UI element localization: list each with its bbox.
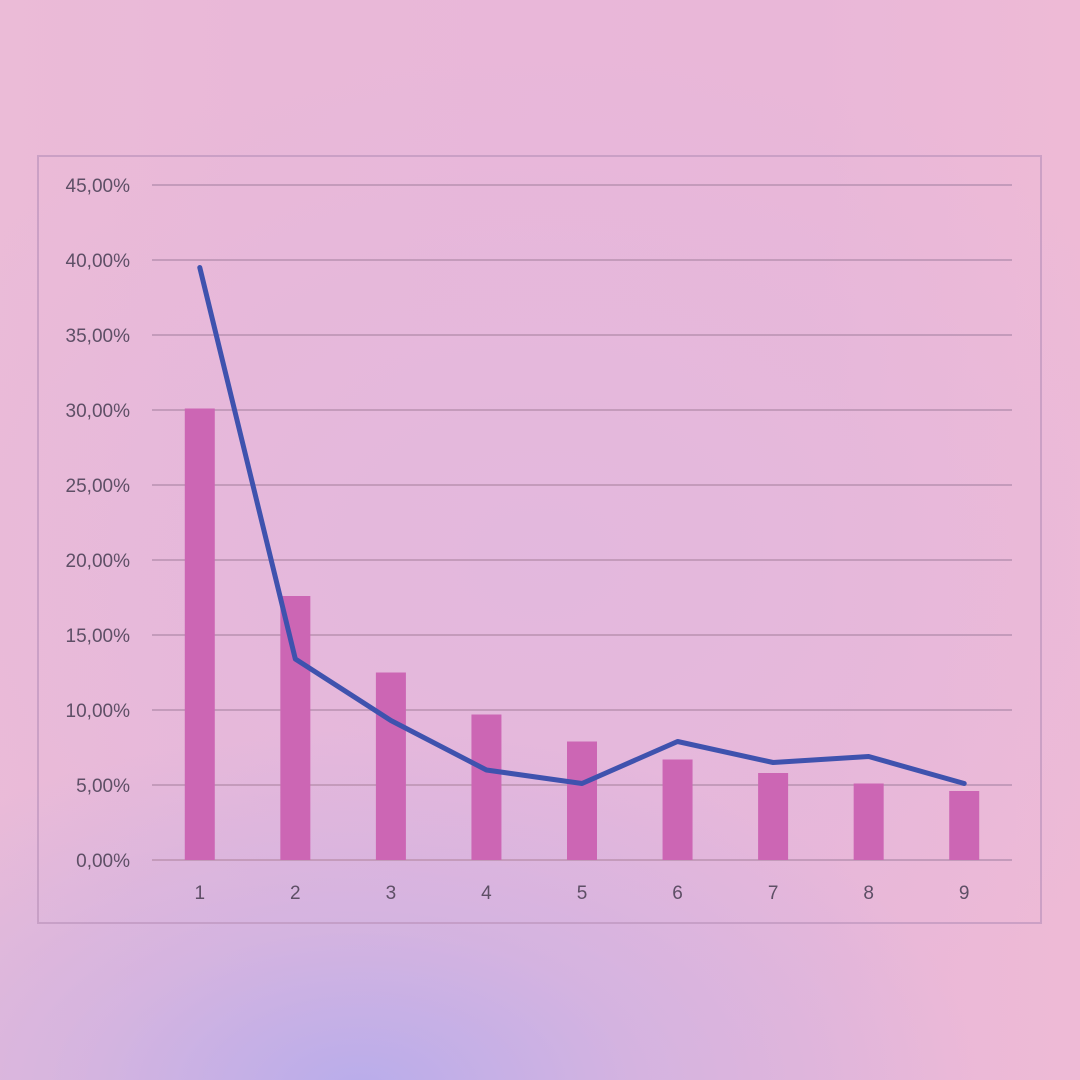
bar bbox=[949, 791, 980, 860]
y-tick-label: 25,00% bbox=[66, 476, 131, 497]
x-tick-label: 4 bbox=[481, 883, 492, 904]
y-tick-label: 40,00% bbox=[66, 251, 131, 272]
x-tick-label: 7 bbox=[768, 883, 779, 904]
y-tick-label: 20,00% bbox=[66, 551, 131, 572]
bar bbox=[758, 773, 789, 860]
x-tick-label: 6 bbox=[672, 883, 683, 904]
x-axis-labels: 1 2 3 4 5 6 7 8 9 bbox=[194, 883, 969, 904]
x-tick-label: 8 bbox=[863, 883, 874, 904]
y-tick-label: 45,00% bbox=[66, 176, 131, 197]
y-tick-label: 35,00% bbox=[66, 326, 131, 347]
y-axis-labels: 0,00% 5,00% 10,00% 15,00% 20,00% 25,00% 30,00%… bbox=[66, 176, 131, 872]
y-tick-label: 0,00% bbox=[76, 851, 130, 872]
bar bbox=[375, 672, 406, 860]
x-tick-label: 5 bbox=[577, 883, 588, 904]
x-tick-label: 1 bbox=[194, 883, 205, 904]
bar bbox=[471, 714, 502, 860]
x-tick-label: 9 bbox=[959, 883, 970, 904]
x-tick-label: 3 bbox=[386, 883, 397, 904]
bar bbox=[853, 783, 884, 860]
bar bbox=[662, 759, 693, 860]
y-tick-label: 15,00% bbox=[66, 626, 131, 647]
bar-series bbox=[184, 408, 980, 860]
chart-frame bbox=[37, 155, 1042, 924]
line-series bbox=[197, 265, 967, 786]
y-tick-label: 5,00% bbox=[76, 776, 130, 797]
bar bbox=[184, 408, 215, 860]
bar bbox=[567, 741, 597, 860]
x-tick-label: 2 bbox=[290, 883, 301, 904]
line-series-path bbox=[197, 265, 967, 786]
y-tick-label: 10,00% bbox=[66, 701, 131, 722]
y-tick-label: 30,00% bbox=[66, 401, 131, 422]
bar bbox=[280, 596, 311, 860]
